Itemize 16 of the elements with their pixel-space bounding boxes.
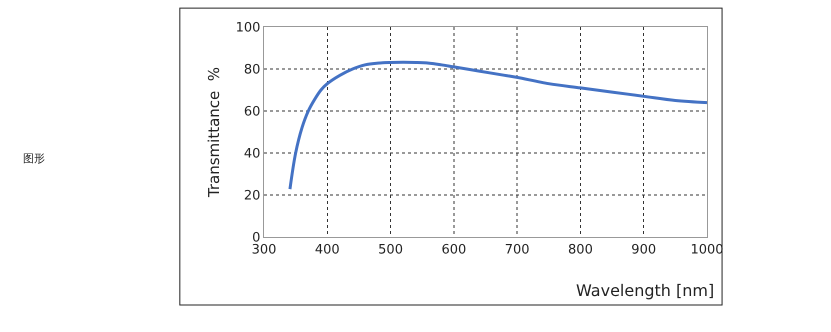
x-tick-label: 900 [631, 242, 656, 258]
x-axis-title: Wavelength [nm] [576, 281, 714, 300]
x-tick-label: 300 [252, 242, 276, 258]
x-tick-label: 800 [568, 242, 593, 258]
y-tick-label: 40 [244, 146, 260, 162]
x-tick-label: 500 [378, 242, 403, 258]
y-tick-label: 100 [236, 20, 260, 36]
y-axis-title: Transmittance % [204, 66, 223, 198]
x-tick-label: 600 [441, 242, 466, 258]
y-tick-label: 60 [244, 104, 260, 120]
text: 图形 [23, 152, 45, 165]
line-series [288, 60, 707, 191]
y-tick-label: 80 [244, 62, 260, 78]
x-tick-label: 700 [504, 242, 530, 258]
y-tick-label: 20 [244, 188, 260, 204]
x-tick-label: 400 [314, 242, 340, 258]
